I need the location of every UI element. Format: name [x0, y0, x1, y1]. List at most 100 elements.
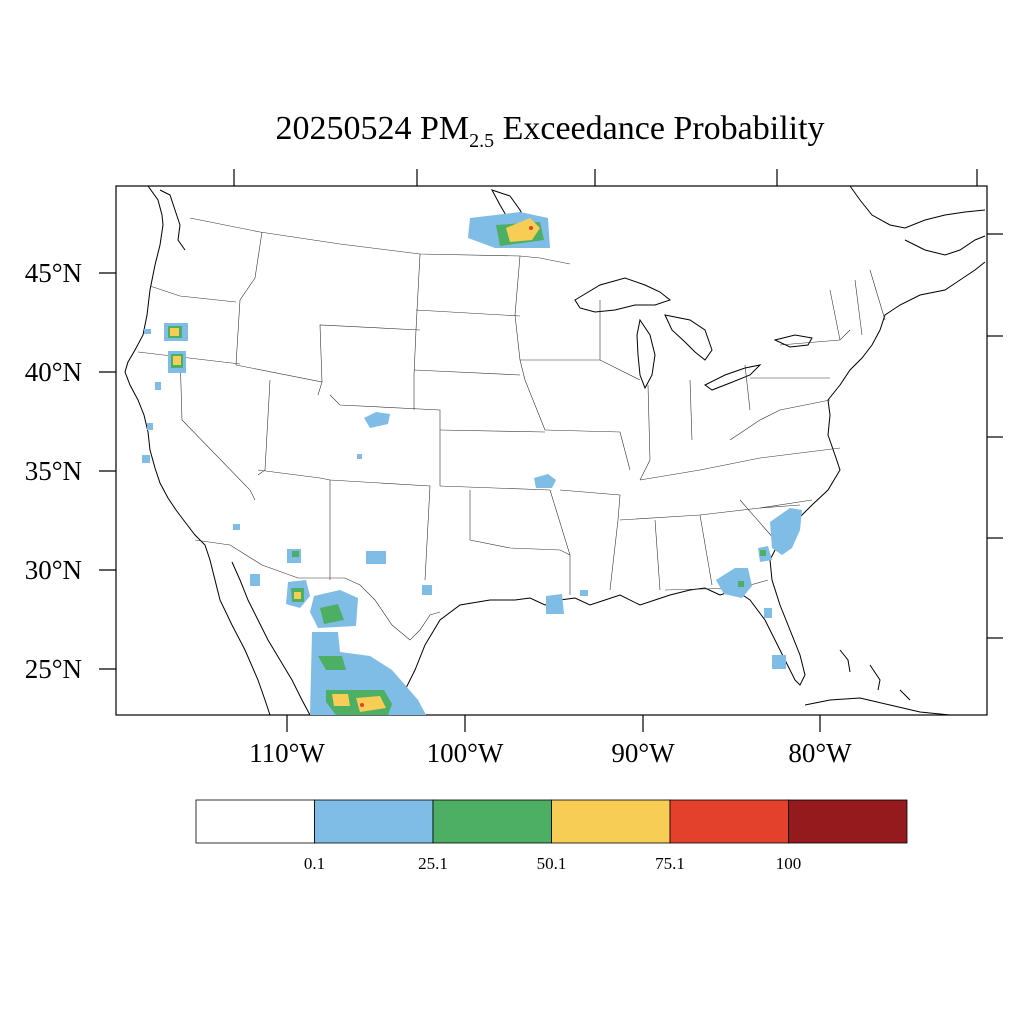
contour-small-4 [142, 455, 150, 463]
contour-small-11 [772, 655, 786, 669]
contour-oregon-level3 [170, 328, 179, 336]
us-mexico-border [194, 539, 441, 641]
il-in-border [639, 384, 651, 481]
contour-small-9 [580, 590, 588, 596]
atlantic-coast [769, 261, 986, 561]
colorbar-box-1 [195, 799, 315, 844]
nc-sc-border [759, 499, 813, 509]
lon-label-80: 80°W [788, 738, 852, 768]
cuba [804, 697, 951, 715]
contour-sinaloa-level4 [360, 703, 364, 707]
contour-small-1 [144, 329, 151, 334]
lon-label-100: 100°W [427, 738, 504, 768]
nd-sd-border [415, 309, 521, 317]
ga-sc-border [739, 499, 776, 541]
contour-ncal-level3 [173, 356, 181, 365]
lake-michigan [636, 318, 656, 390]
lake-superior [574, 277, 672, 313]
al-ga-border [699, 514, 713, 586]
or-wa-border [149, 285, 237, 303]
contour-minnesota-level4 [529, 226, 533, 230]
contour-nm [366, 551, 386, 564]
map-frame [115, 185, 988, 716]
contour-sinaloa-level3b [356, 696, 386, 712]
lat-label-25: 25°N [25, 654, 82, 684]
lake-ontario [773, 334, 813, 348]
map-title: 20250524 PM2.5 Exceedance Probability [0, 110, 1024, 153]
nv-az-border [257, 379, 271, 476]
map-content [124, 186, 986, 715]
mo-border [544, 429, 631, 471]
colorbar-label-3: 50.1 [537, 854, 567, 873]
new-england-borders [829, 269, 886, 341]
ok-tx-border [469, 490, 571, 556]
title-pollutant-subscript: 2.5 [469, 129, 495, 152]
gulf-of-california-coast [231, 561, 311, 715]
ut-az-border [257, 469, 331, 481]
colorbar-label-2: 25.1 [418, 854, 448, 873]
lat-label-30: 30°N [25, 555, 82, 585]
bahamas [839, 649, 911, 701]
ms-al-border [654, 519, 661, 591]
contour-az-level2 [292, 551, 299, 557]
colorbar-box-5 [669, 799, 789, 844]
lat-label-45: 45°N [25, 258, 82, 288]
title-date: 20250524 [275, 110, 412, 147]
co-border [329, 394, 441, 486]
nova-scotia [904, 235, 986, 256]
ca-or-border [137, 351, 241, 365]
graticule-ticks [99, 169, 1003, 732]
ks-ok-border [439, 485, 551, 491]
contour-small-6 [357, 454, 362, 459]
contour-minnesota-level3 [506, 218, 540, 242]
colorbar: 0.1 25.1 50.1 75.1 100 [195, 799, 908, 873]
wv-va-border [729, 399, 831, 441]
tn-south-border [619, 504, 801, 521]
colorbar-box-3 [432, 799, 552, 844]
contour-small-2 [155, 382, 161, 390]
lake-huron [664, 314, 713, 361]
florida-coast [719, 559, 806, 686]
title-pollutant: PM [419, 110, 470, 147]
probability-contours [142, 212, 802, 715]
colorbar-box-2 [314, 799, 434, 844]
id-border [235, 231, 263, 366]
contour-chihuahua-level2 [320, 604, 344, 624]
lake-erie [704, 364, 762, 391]
lat-label-40: 40°N [25, 357, 82, 387]
longitude-labels: 110°W 100°W 90°W 80°W [249, 738, 852, 768]
contour-sc-level1 [770, 508, 802, 555]
colorbar-box-6 [788, 799, 908, 844]
in-oh-border [689, 379, 693, 441]
puget-sound [159, 189, 186, 251]
contour-border-level3 [294, 592, 301, 599]
contour-small-10 [764, 608, 772, 618]
nm-border [329, 479, 431, 581]
ar-ms-border [559, 489, 621, 591]
gulf-st-lawrence [849, 186, 986, 229]
contour-sinaloa-level3a [332, 694, 350, 706]
contour-small-3 [147, 423, 153, 430]
contour-sinaloa-level2a [318, 656, 346, 670]
wy-border [319, 324, 421, 383]
contour-louisiana [546, 594, 564, 614]
lon-label-90: 90°W [611, 738, 675, 768]
contour-colorado [364, 412, 390, 428]
colorbar-label-4: 75.1 [655, 854, 685, 873]
ca-nv-border [179, 351, 256, 501]
coastlines [124, 186, 986, 715]
colorbar-box-4 [551, 799, 671, 844]
dakota-west-border [413, 253, 421, 410]
ar-la-border [549, 489, 571, 595]
colorbar-label-5: 100 [776, 854, 802, 873]
contour-fl-panhandle-level2 [738, 581, 744, 587]
lat-label-35: 35°N [25, 456, 82, 486]
contour-small-8 [422, 585, 432, 595]
colorbar-label-1: 0.1 [304, 854, 325, 873]
title-suffix: Exceedance Probability [502, 110, 825, 147]
ky-tn-border [639, 447, 841, 481]
contour-oklahoma [534, 474, 556, 488]
pa-oh-border [744, 364, 751, 411]
ne-ks-border [439, 429, 546, 433]
